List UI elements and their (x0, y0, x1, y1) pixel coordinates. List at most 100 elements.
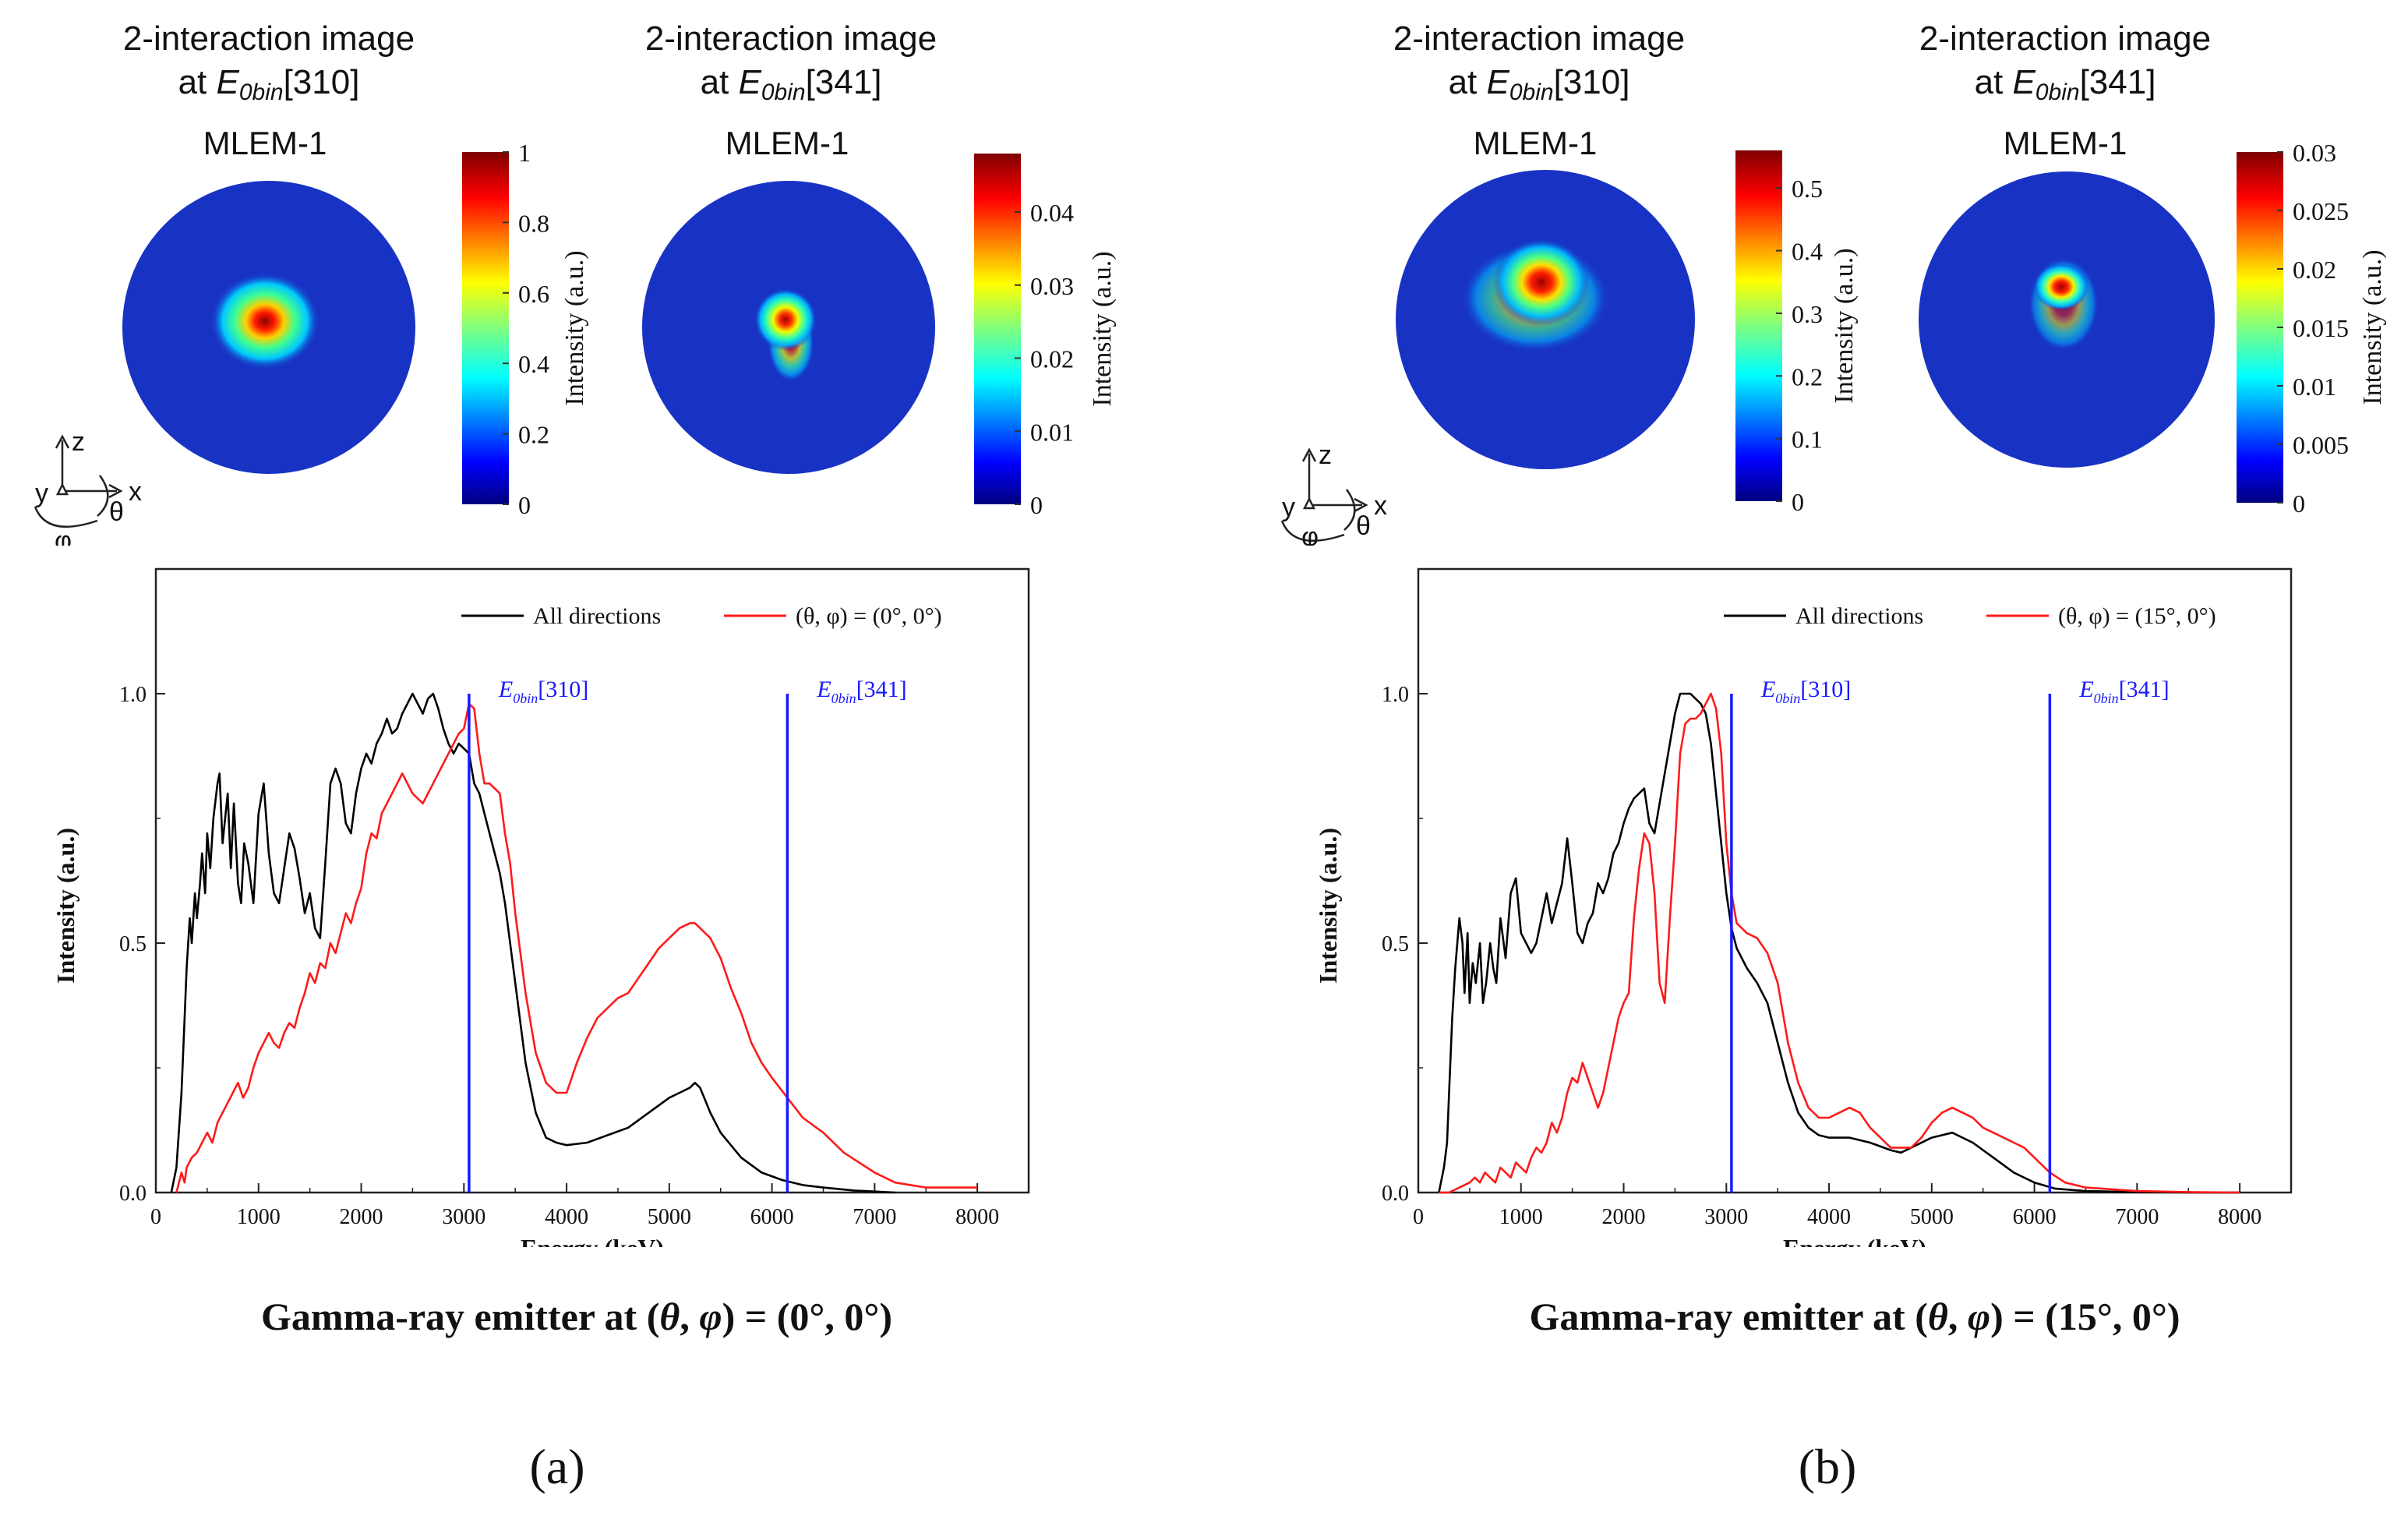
title-bin: [310] (283, 63, 360, 101)
colorbar-tick-label: 0.8 (518, 209, 549, 237)
plot-frame (154, 567, 1030, 1194)
x-tick-label: 3000 (1704, 1205, 1748, 1229)
title-line2: at E0bin[310] (1321, 61, 1757, 115)
title-line1: 2-interaction image (644, 19, 937, 58)
axis-z-label: z (72, 427, 85, 457)
title-bin: [341] (2079, 63, 2156, 101)
series-all-directions (170, 692, 895, 1194)
x-tick-label: 5000 (1910, 1205, 1954, 1229)
x-tick-label: 8000 (2218, 1205, 2261, 1229)
legend-label: All directions (1795, 603, 1923, 629)
colorbar-tick-label: 0 (1030, 491, 1043, 519)
series-all-directions (1438, 692, 2240, 1194)
caption-phi: φ (699, 1295, 722, 1338)
colorbar-tick-label: 0.03 (2293, 139, 2336, 167)
colorbar-ticks: 0 0.1 0.2 0.3 0.4 0.5 (1776, 175, 1823, 516)
axis-phi-label: φ (1301, 522, 1319, 546)
title-line2: at E0bin[310] (51, 61, 487, 115)
energy-bin-label-E: E (1760, 677, 1775, 702)
caption-sep: , (1947, 1295, 1968, 1338)
colorbar-tick-label: 0 (2293, 489, 2305, 518)
caption-b: Gamma-ray emitter at (θ, φ) = (15°, 0°) (1348, 1294, 2361, 1339)
colorbar-tick-label: 0.02 (1030, 345, 1074, 373)
colorbar-label: Intensity (a.u.) (2358, 249, 2387, 405)
colorbar-ticks: 0 0.01 0.02 0.03 0.04 (1015, 199, 1074, 519)
axis-phi-label: φ (55, 526, 72, 546)
x-tick-label: 1000 (237, 1205, 281, 1229)
image-title-a1: 2-interaction image at E0bin[310] (51, 17, 487, 115)
colorbar-tick-label: 0.6 (518, 280, 549, 308)
method-label-b2: MLEM-1 (2003, 125, 2127, 161)
panel-label-a: (a) (529, 1439, 585, 1494)
title-E: E (2012, 63, 2036, 101)
title-E: E (216, 63, 239, 101)
image-title-b1: 2-interaction image at E0bin[310] (1321, 17, 1757, 115)
x-tick-label: 0 (1413, 1205, 1424, 1229)
colorbar-label: Intensity (a.u.) (560, 250, 589, 405)
energy-bin-label: E0bin[310] (1760, 677, 1851, 706)
series-direction (1439, 692, 2240, 1194)
colorbar-gradient (2237, 152, 2283, 503)
caption-prefix: Gamma-ray emitter at ( (1529, 1295, 1928, 1338)
hotspot (754, 288, 817, 351)
colorbar-tick-label: 0.5 (1792, 175, 1823, 203)
figure-graphics: 0 0.2 0.4 0.6 0.8 1 Intensity (a.u.) 0 0.01 0.0… (34, 139, 2387, 546)
colorbar-tick-label: 0.01 (2293, 373, 2336, 401)
colorbar-tick-label: 0.02 (2293, 256, 2336, 284)
title-bin: [341] (805, 63, 882, 101)
title-sub: 0bin (1509, 80, 1554, 105)
title-sub: 0bin (761, 80, 806, 105)
caption-suffix: ) = (15°, 0°) (1990, 1295, 2180, 1338)
title-line1: 2-interaction image (122, 19, 415, 58)
energy-bin-label-sub: 0bin (1775, 691, 1800, 706)
energy-bin-label-bin: [341] (856, 677, 907, 702)
caption-sep: , (680, 1295, 700, 1338)
hotspot (1493, 239, 1590, 326)
z-arrowhead (55, 434, 70, 449)
energy-bin-label: E0bin[341] (816, 677, 906, 706)
colorbar-label: Intensity (a.u.) (1088, 251, 1117, 406)
title-at: at (1974, 63, 2013, 101)
energy-bin-label-sub: 0bin (2094, 691, 2119, 706)
energy-bin-label-sub: 0bin (513, 691, 538, 706)
colorbar-gradient (1735, 150, 1782, 501)
x-tick-label: 8000 (955, 1205, 999, 1229)
colorbar-ticks: 0 0.005 0.01 0.015 0.02 0.025 0.03 (2277, 139, 2349, 518)
title-at: at (178, 63, 217, 101)
y-tick-label: 0.5 (1382, 932, 1409, 956)
colorbar-tick-label: 0 (518, 491, 531, 519)
plot-frame (1417, 567, 2293, 1194)
colorbar-tick-label: 0.2 (518, 421, 549, 449)
title-line1: 2-interaction image (1393, 19, 1686, 58)
x-tick-label: 4000 (545, 1205, 588, 1229)
spectrum-chart-b: 0 1000 2000 3000 4000 5000 6000 7000 8000 0.0 0.5 1… (1314, 567, 2293, 1247)
title-sub: 0bin (2035, 80, 2080, 105)
title-bin: [310] (1553, 63, 1630, 101)
colorbar-tick-label: 0.2 (1792, 362, 1823, 390)
image-b2 (1919, 171, 2215, 468)
image-a1 (122, 181, 415, 474)
title-E: E (738, 63, 761, 101)
axis-x-label: x (1374, 491, 1387, 521)
colorbar-b2: 0 0.005 0.01 0.015 0.02 0.025 0.03 Intensity (… (2237, 139, 2387, 518)
phi-arc (34, 506, 98, 528)
image-b1 (1396, 170, 1695, 469)
x-arrowhead (1354, 497, 1368, 513)
title-line2: at E0bin[341] (573, 61, 1009, 115)
caption-suffix: ) = (0°, 0°) (722, 1295, 892, 1338)
y-axis-label: Intensity (a.u.) (1314, 828, 1342, 984)
caption-theta: θ (1927, 1295, 1948, 1338)
energy-bin-label-E: E (816, 677, 831, 702)
theta-arc (97, 475, 109, 517)
x-tick-label: 7000 (853, 1205, 896, 1229)
x-axis-label: Energy (keV) (521, 1234, 664, 1247)
y-tick-label: 0.0 (119, 1182, 147, 1206)
axis-z-label: z (1319, 440, 1332, 470)
x-tick-label: 6000 (2013, 1205, 2057, 1229)
caption-prefix: Gamma-ray emitter at ( (261, 1295, 660, 1338)
y-tick-label: 0.5 (119, 932, 147, 956)
energy-bin-label-bin: [310] (1800, 677, 1851, 702)
x-tick-label: 6000 (750, 1205, 794, 1229)
axis-theta-label: θ (109, 497, 124, 527)
colorbar-b1: 0 0.1 0.2 0.3 0.4 0.5 Intensity (a.u.) (1735, 150, 1859, 516)
